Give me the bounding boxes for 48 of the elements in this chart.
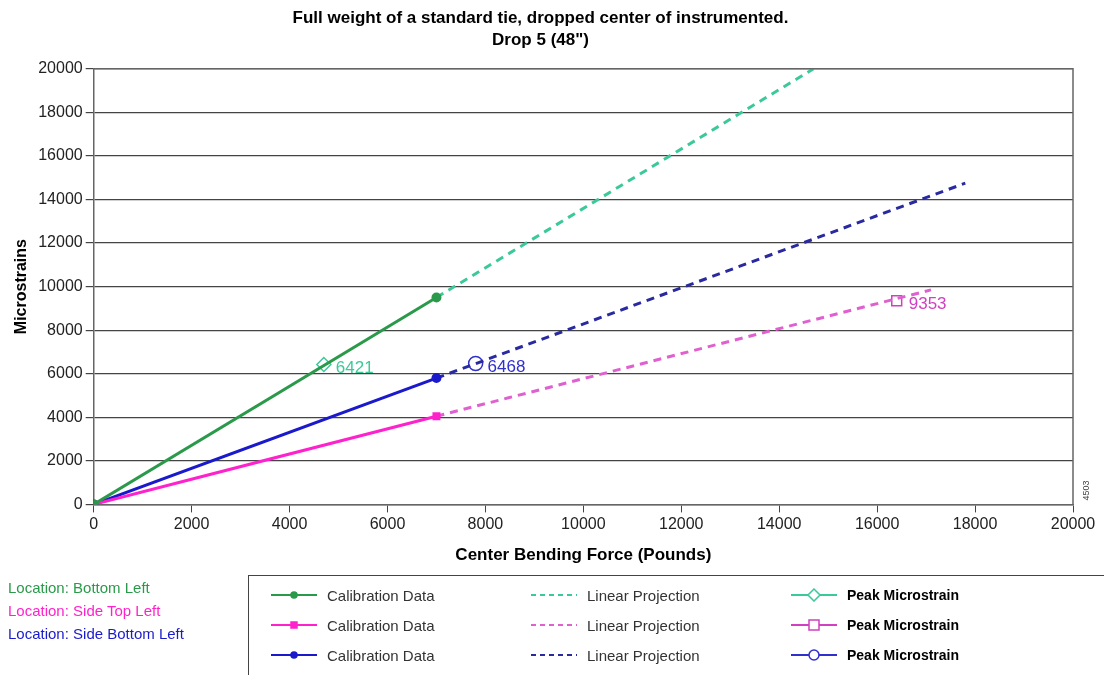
legend-label: Peak Microstrain <box>847 617 960 633</box>
y-tick-label: 0 <box>73 494 83 512</box>
data-label: 6468 <box>487 357 526 377</box>
point <box>316 356 332 373</box>
y-tick-label: 6000 <box>47 364 83 382</box>
y-tick-label: 18000 <box>38 102 83 120</box>
legend-label: Linear Projection <box>587 616 700 634</box>
x-tick-label: 16000 <box>854 515 900 533</box>
legend-label: Linear Projection <box>587 586 700 604</box>
y-tick-label: 2000 <box>47 451 83 469</box>
point <box>431 373 442 384</box>
y-tick-label: 14000 <box>38 189 83 207</box>
y-tick-label: 20000 <box>38 59 83 77</box>
x-tick-label: 8000 <box>467 515 504 533</box>
x-tick-label: 0 <box>89 515 99 533</box>
point <box>431 292 442 303</box>
legend-label: Calibration Data <box>327 586 435 604</box>
chart-title: Full weight of a standard tie, dropped center of instrumented. <box>292 7 789 27</box>
legend-label: Peak Microstrain <box>847 587 960 603</box>
y-tick-label: 4000 <box>47 407 83 425</box>
point <box>891 294 903 307</box>
text: Location: Side Bottom Left <box>8 624 184 644</box>
text: 4503 <box>1081 480 1092 501</box>
text: Location: Side Top Left <box>8 601 162 621</box>
x-tick-label: 14000 <box>756 515 802 533</box>
x-tick-label: 2000 <box>173 515 210 533</box>
point <box>467 355 484 372</box>
x-tick-label: 12000 <box>659 515 704 533</box>
data-label: 6421 <box>335 358 374 378</box>
legend-label: Linear Projection <box>587 646 700 664</box>
x-tick-label: 6000 <box>369 515 406 533</box>
x-tick-label: 10000 <box>561 515 606 533</box>
legend-label: Peak Microstrain <box>847 647 960 663</box>
y-axis-title: Microstrains <box>12 238 30 335</box>
y-tick-label: 10000 <box>38 277 83 295</box>
data-label: 9353 <box>908 294 947 314</box>
x-tick-label: 20000 <box>1050 515 1096 533</box>
text: Location: Bottom Left <box>8 578 151 598</box>
y-tick-label: 16000 <box>38 146 83 164</box>
y-tick-label: 8000 <box>47 320 83 338</box>
legend-label: Calibration Data <box>327 646 435 664</box>
chart-subtitle: Drop 5 (48") <box>492 30 589 50</box>
x-axis-title: Center Bending Force (Pounds) <box>455 545 712 565</box>
x-tick-label: 4000 <box>271 515 308 533</box>
y-tick-label: 12000 <box>38 233 83 251</box>
point <box>432 412 441 421</box>
legend-label: Calibration Data <box>327 616 435 634</box>
x-tick-label: 18000 <box>952 515 998 533</box>
